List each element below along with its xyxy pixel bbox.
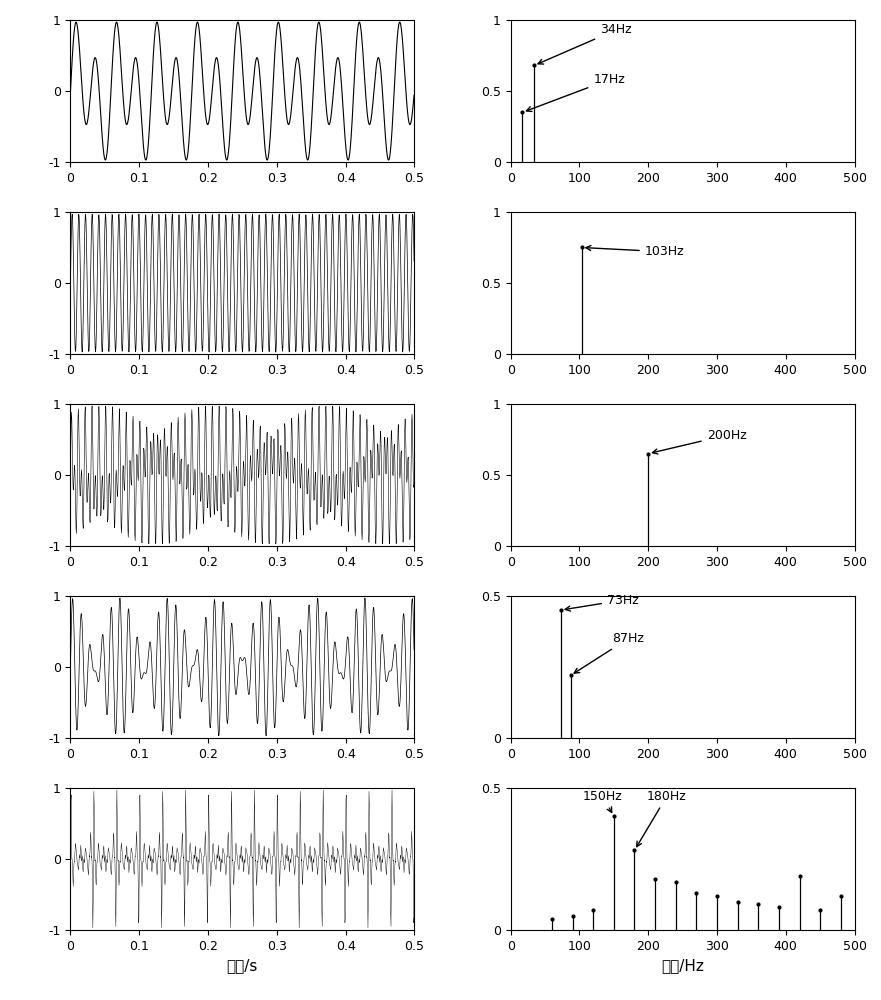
Text: 103Hz: 103Hz xyxy=(586,245,685,258)
Text: 150Hz: 150Hz xyxy=(583,790,623,812)
Text: 87Hz: 87Hz xyxy=(574,632,644,673)
Text: 17Hz: 17Hz xyxy=(527,73,625,111)
Text: 34Hz: 34Hz xyxy=(538,23,632,64)
Text: 180Hz: 180Hz xyxy=(637,790,686,847)
Text: 73Hz: 73Hz xyxy=(565,594,639,611)
X-axis label: 时间/s: 时间/s xyxy=(226,958,258,973)
X-axis label: 频率/Hz: 频率/Hz xyxy=(661,958,704,973)
Text: 200Hz: 200Hz xyxy=(653,429,746,454)
